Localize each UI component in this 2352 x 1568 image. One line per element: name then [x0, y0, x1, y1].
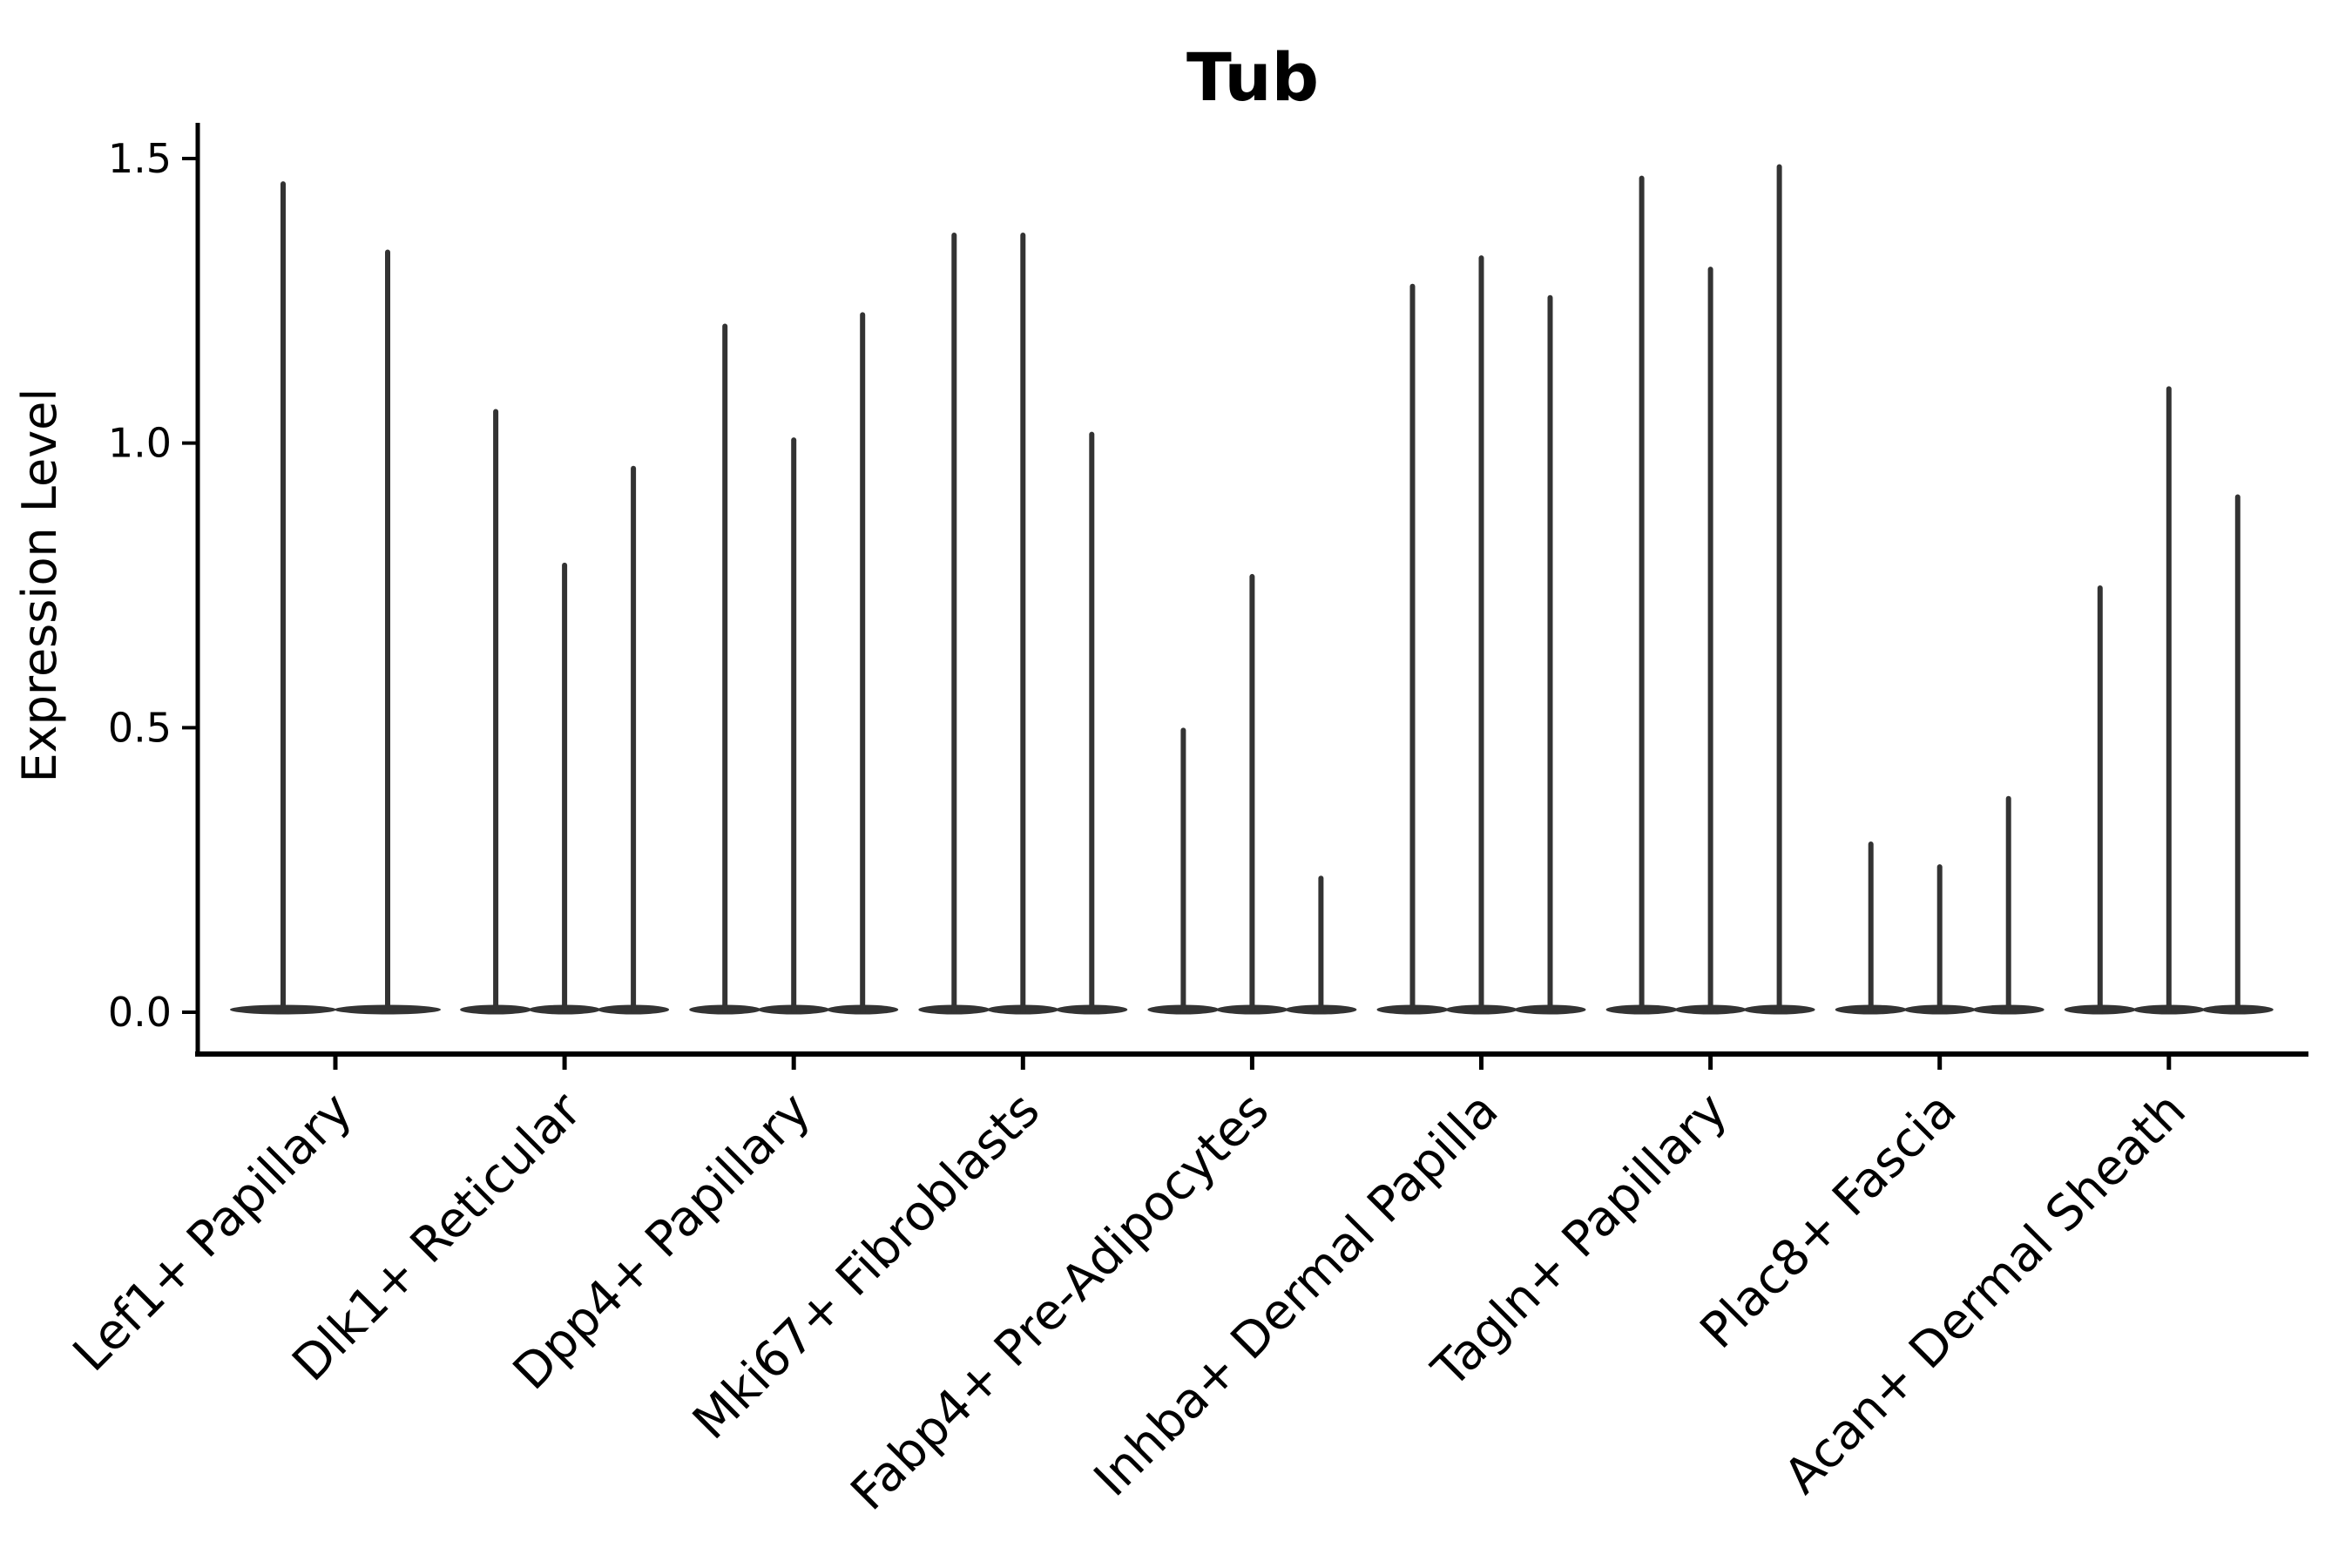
violin-spike: [385, 249, 390, 1014]
violin-spike: [1547, 294, 1553, 1014]
violin-spike: [562, 562, 568, 1014]
violin-spike: [280, 181, 286, 1015]
violin-spike: [722, 323, 728, 1014]
violin-spike: [2166, 386, 2172, 1014]
x-axis-ticks: [333, 1054, 2172, 1070]
y-tick-label: 0.5: [108, 704, 172, 751]
x-tick-label: Acan+ Dermal Sheath: [1774, 1082, 2197, 1505]
violin-spike: [1936, 864, 1943, 1014]
x-tick-label: Inhba+ Dermal Papilla: [1084, 1082, 1510, 1508]
y-tick-label: 1.5: [108, 135, 172, 182]
violin-group: [689, 312, 899, 1015]
violin-group: [230, 181, 441, 1015]
violin-group: [1605, 164, 1815, 1015]
violin-spike: [951, 232, 957, 1015]
violins: [230, 164, 2274, 1015]
violin-spike: [860, 312, 866, 1014]
chart-title: Tub: [1186, 38, 1319, 116]
violin-group: [1835, 795, 2044, 1015]
violin-spike: [1020, 232, 1026, 1015]
violin-spike: [1249, 573, 1255, 1014]
violin-spike: [2097, 585, 2103, 1014]
violin-spike: [1868, 841, 1874, 1014]
y-axis-ticks: 0.0 0.5 1.0 1.5: [108, 135, 198, 1036]
violin-group: [460, 409, 670, 1015]
violin-spike: [2005, 795, 2011, 1014]
violin-spike: [631, 465, 637, 1014]
violin-spike: [2234, 494, 2240, 1014]
violin-spike: [1776, 164, 1782, 1014]
x-tick-label: Fabp4+ Pre-Adipocytes: [841, 1082, 1281, 1522]
y-tick-label: 0.0: [108, 989, 172, 1036]
violin-spike: [1639, 175, 1645, 1014]
violin-spike: [1409, 283, 1416, 1014]
violin-spike: [791, 437, 797, 1014]
violin-spike: [1478, 255, 1484, 1014]
violin-group: [1147, 573, 1357, 1015]
violin-group: [918, 232, 1128, 1015]
violin-spike: [1089, 431, 1095, 1014]
y-tick-label: 1.0: [108, 420, 172, 467]
y-axis-label: Expression Level: [12, 389, 67, 783]
violin-spike: [1318, 875, 1324, 1014]
violin-group: [2064, 386, 2274, 1015]
violin-spike: [1180, 727, 1186, 1014]
violin-spike: [493, 409, 499, 1014]
violin-spike: [1707, 267, 1713, 1014]
violin-group: [1376, 255, 1586, 1015]
